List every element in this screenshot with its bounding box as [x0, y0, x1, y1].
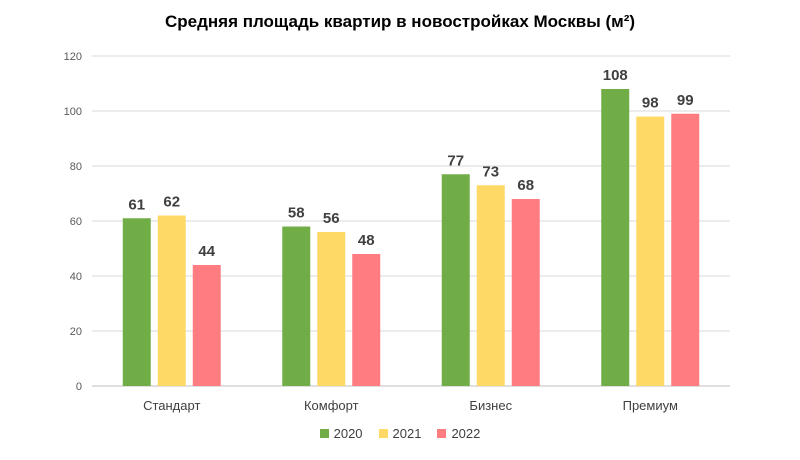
y-tick-label: 40: [70, 271, 82, 283]
data-label: 99: [677, 92, 694, 109]
data-label: 62: [163, 194, 180, 211]
bar-2022-1: [352, 254, 381, 386]
data-label: 58: [288, 205, 305, 222]
bar-2020-2: [441, 174, 470, 386]
legend-label: 2022: [451, 426, 481, 441]
y-tick-label: 80: [70, 161, 82, 173]
data-label: 98: [642, 95, 659, 112]
legend-swatch: [378, 429, 388, 438]
chart-title: Средняя площадь квартир в новостройках М…: [164, 12, 636, 31]
legend-label: 2020: [333, 426, 363, 441]
bar-2022-3: [671, 113, 700, 386]
legend-swatch: [319, 429, 329, 438]
data-label: 61: [128, 196, 145, 213]
x-tick-label: Бизнес: [469, 398, 512, 413]
bar-2020-0: [122, 218, 151, 386]
bar-2020-3: [601, 89, 630, 386]
data-label: 108: [603, 67, 628, 84]
y-tick-label: 120: [64, 51, 82, 63]
legend-item-2021: 2021: [378, 426, 422, 441]
legend-item-2020: 2020: [319, 426, 363, 441]
bar-2022-2: [511, 199, 540, 386]
x-tick-label: Стандарт: [143, 398, 200, 413]
y-tick-label: 0: [76, 381, 82, 393]
bar-2021-1: [317, 232, 346, 386]
y-tick-label: 20: [70, 326, 82, 338]
y-tick-label: 60: [70, 216, 82, 228]
y-tick-label: 100: [64, 106, 82, 118]
legend-label: 2021: [392, 426, 422, 441]
bar-2021-0: [157, 215, 186, 386]
data-label: 44: [198, 243, 215, 260]
bar-2020-1: [282, 226, 311, 386]
x-tick-label: Комфорт: [304, 398, 359, 413]
bar-2021-2: [476, 185, 505, 386]
data-label: 56: [323, 210, 340, 227]
data-label: 73: [482, 163, 499, 180]
legend-item-2022: 2022: [437, 426, 480, 441]
data-label: 68: [517, 177, 534, 194]
chart-legend: 2020 2021 2022: [0, 426, 800, 441]
legend-swatch: [437, 429, 447, 438]
bar-2022-0: [192, 265, 221, 386]
bar-2021-3: [636, 116, 665, 386]
data-label: 77: [447, 152, 464, 169]
x-tick-label: Премиум: [623, 398, 678, 413]
data-label: 48: [358, 232, 375, 249]
